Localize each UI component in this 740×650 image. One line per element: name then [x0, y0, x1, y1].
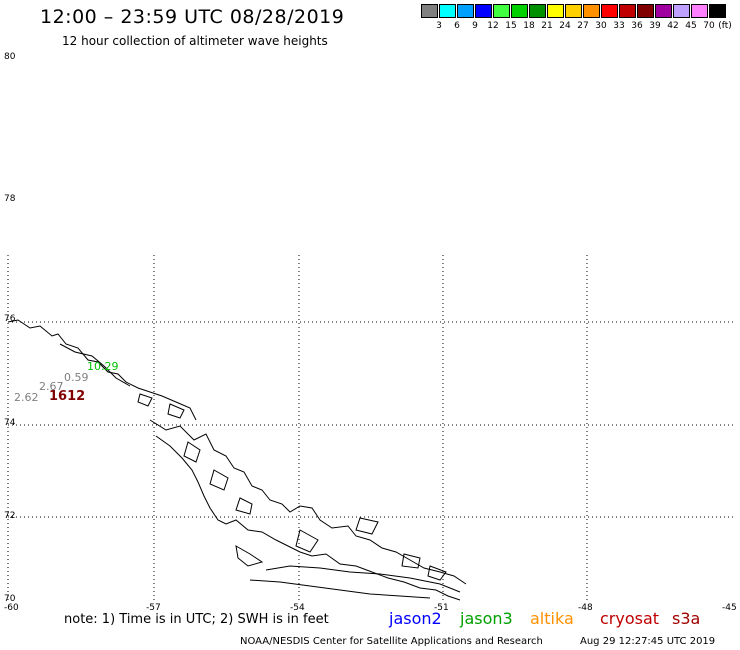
graticule — [7, 255, 735, 600]
legend-swatch — [421, 4, 438, 18]
legend-swatch — [529, 4, 546, 18]
legend-label: 6 — [454, 21, 460, 31]
legend-label: 42 — [667, 21, 679, 31]
credit-line: NOAA/NESDIS Center for Satellite Applica… — [240, 636, 543, 647]
legend-swatch — [547, 4, 564, 18]
legend-label: 45 — [685, 21, 697, 31]
legend-swatch — [475, 4, 492, 18]
latitude-label: 78 — [4, 194, 16, 204]
longitude-label: -51 — [434, 603, 449, 613]
legend-label: 24 — [559, 21, 571, 31]
map-title: 12:00 – 23:59 UTC 08/28/2019 — [40, 6, 345, 28]
legend-label: 15 — [505, 21, 517, 31]
legend-label: 39 — [649, 21, 661, 31]
legend-label: 9 — [472, 21, 478, 31]
longitude-label: -45 — [722, 603, 737, 613]
satellite-altika: altika — [530, 609, 574, 628]
legend-label: 3 — [436, 21, 442, 31]
longitude-label: -54 — [290, 603, 305, 613]
legend-swatch — [439, 4, 456, 18]
legend-swatch — [457, 4, 474, 18]
longitude-label: -57 — [146, 603, 161, 613]
satellite-s3a: s3a — [672, 609, 701, 628]
legend-swatch — [601, 4, 618, 18]
legend-swatch — [655, 4, 672, 18]
satellite-jason2: jason2 — [389, 609, 442, 628]
legend-swatch — [619, 4, 636, 18]
legend-label: 33 — [613, 21, 625, 31]
wave-height-label: 1612 — [49, 389, 86, 404]
legend-label: 70 — [703, 21, 715, 31]
generation-timestamp: Aug 29 12:27:45 UTC 2019 — [580, 636, 716, 647]
greenland-coastline — [7, 319, 467, 601]
latitude-label: 70 — [4, 594, 16, 604]
map-subtitle: 12 hour collection of altimeter wave hei… — [62, 34, 328, 48]
latitude-label: 74 — [4, 418, 16, 428]
legend-label: 36 — [631, 21, 643, 31]
legend-label: 27 — [577, 21, 589, 31]
wave-height-legend: 3 6 9 12 15 18 21 24 27 30 33 36 39 42 45 70 (ft) — [421, 4, 732, 34]
legend-swatch — [709, 4, 726, 18]
legend-swatch — [691, 4, 708, 18]
legend-swatch — [493, 4, 510, 18]
legend-swatch — [673, 4, 690, 18]
legend-label: 21 — [541, 21, 553, 31]
wave-height-label: 0.59 — [64, 371, 89, 384]
legend-label: 30 — [595, 21, 607, 31]
latitude-label: 76 — [4, 314, 16, 324]
wave-height-label: 10.29 — [87, 360, 119, 373]
legend-swatch — [565, 4, 582, 18]
longitude-label: -48 — [578, 603, 593, 613]
satellite-cryosat: cryosat — [600, 609, 660, 628]
legend-swatch — [637, 4, 654, 18]
legend-label: 12 — [487, 21, 499, 31]
legend-swatch — [511, 4, 528, 18]
latitude-label: 72 — [4, 511, 16, 521]
satellite-jason3: jason3 — [460, 609, 513, 628]
legend-swatch — [583, 4, 600, 18]
longitude-label: -60 — [4, 603, 19, 613]
legend-label: 18 — [523, 21, 535, 31]
footer-note: note: 1) Time is in UTC; 2) SWH is in fe… — [64, 612, 329, 627]
wave-height-label: 2.67 — [39, 380, 64, 393]
latitude-label: 80 — [4, 52, 16, 62]
wave-height-label: 2.62 — [14, 391, 39, 404]
legend-unit: (ft) — [718, 21, 732, 31]
